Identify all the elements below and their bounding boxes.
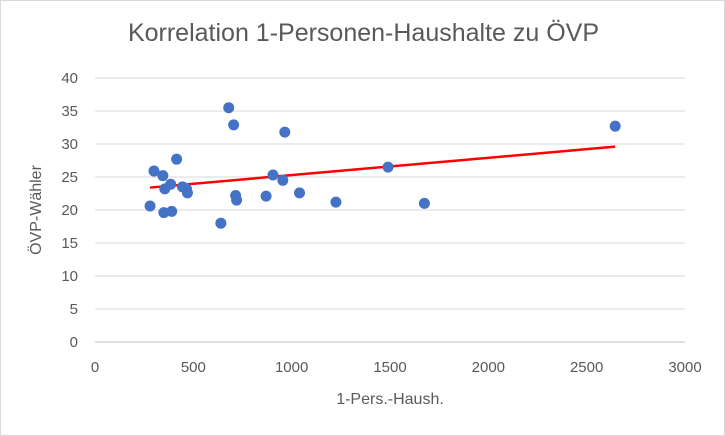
y-tick-label: 15 <box>61 235 78 252</box>
data-point <box>260 190 272 202</box>
x-tick-label: 1000 <box>275 359 308 376</box>
data-point <box>267 169 279 181</box>
y-tick-label: 40 <box>61 70 78 87</box>
data-point <box>157 170 169 182</box>
x-tick-label: 3000 <box>668 359 701 376</box>
x-tick-label: 2500 <box>570 359 603 376</box>
data-point <box>231 194 243 206</box>
x-tick-label: 2000 <box>472 359 505 376</box>
data-point <box>382 161 394 173</box>
y-tick-label: 5 <box>70 301 78 318</box>
y-tick-label: 25 <box>61 169 78 186</box>
data-point <box>277 174 289 186</box>
data-point <box>165 178 177 190</box>
x-tick-label: 0 <box>91 359 99 376</box>
x-tick-label: 500 <box>181 359 206 376</box>
data-point <box>148 165 160 177</box>
data-point <box>609 120 621 132</box>
x-tick-label: 1500 <box>373 359 406 376</box>
data-point <box>279 126 291 138</box>
data-point <box>223 102 235 114</box>
y-tick-label: 10 <box>61 268 78 285</box>
x-axis-label: 1-Pers.-Haush. <box>336 391 444 408</box>
x-tick-labels: 0 500 1000 1500 2000 2500 3000 <box>91 359 702 376</box>
data-point <box>228 119 240 131</box>
data-point <box>418 197 430 209</box>
y-tick-label: 30 <box>61 136 78 153</box>
data-point <box>330 196 342 208</box>
y-tick-label: 35 <box>61 103 78 120</box>
data-point <box>181 187 193 199</box>
data-point <box>166 205 178 217</box>
data-point <box>144 200 156 212</box>
y-tick-label: 0 <box>70 334 78 351</box>
data-point <box>171 153 183 165</box>
gridlines <box>95 77 685 343</box>
y-axis-label: ÖVP-Wähler <box>27 164 45 254</box>
y-tick-labels: 0 5 10 15 20 25 30 35 40 <box>61 70 78 351</box>
y-tick-label: 20 <box>61 202 78 219</box>
data-point <box>215 217 227 229</box>
data-point <box>294 187 306 199</box>
data-points <box>144 102 621 229</box>
chart-title: Korrelation 1-Personen-Haushalte zu ÖVP <box>127 19 600 47</box>
